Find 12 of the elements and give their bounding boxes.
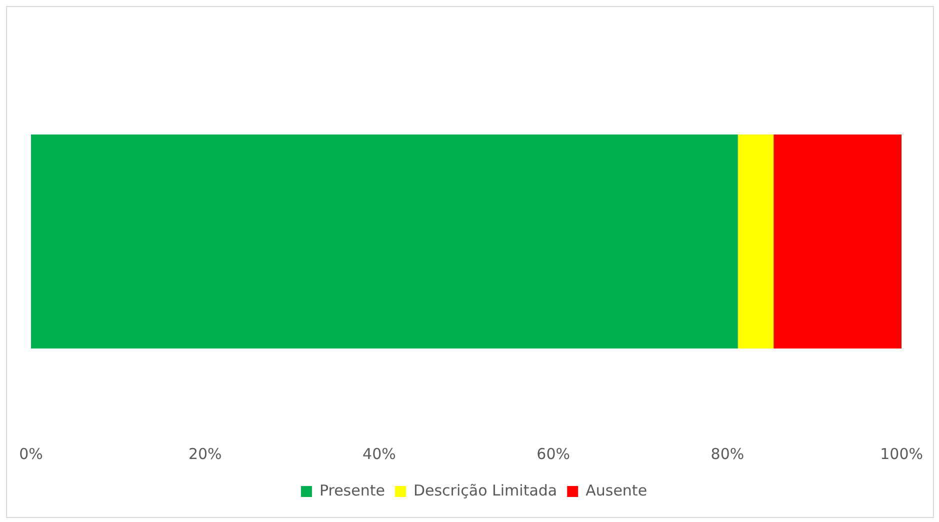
x-tick-label: 80% [710,444,744,463]
x-tick-label: 20% [188,444,222,463]
legend-label: Presente [319,481,385,500]
x-tick-label: 60% [536,444,570,463]
bar [774,134,902,348]
x-tick-label: 0% [19,444,43,463]
legend-label: Ausente [586,481,648,500]
bar [738,134,774,348]
x-tick-label: 100% [880,444,924,463]
bar [31,134,738,348]
legend-label: Descrição Limitada [413,481,558,500]
x-tick-label: 40% [362,444,396,463]
